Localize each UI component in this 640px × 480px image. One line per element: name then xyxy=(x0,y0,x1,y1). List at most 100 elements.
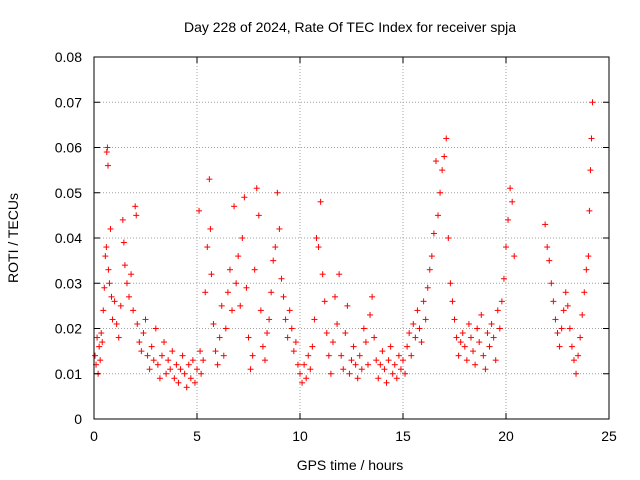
data-point xyxy=(183,384,190,391)
data-point xyxy=(259,343,266,350)
data-point xyxy=(181,370,188,377)
data-point xyxy=(253,185,260,192)
data-point xyxy=(371,334,378,341)
x-tick-label: 5 xyxy=(193,428,201,444)
data-point xyxy=(383,379,390,386)
data-point xyxy=(418,339,425,346)
data-point xyxy=(123,280,130,287)
data-point xyxy=(235,253,242,260)
data-point xyxy=(148,343,155,350)
data-point xyxy=(402,370,409,377)
data-point xyxy=(455,352,462,359)
data-point xyxy=(134,320,141,327)
data-point xyxy=(121,262,128,269)
data-point xyxy=(558,325,565,332)
data-point xyxy=(276,225,283,232)
data-point xyxy=(257,307,264,314)
data-point xyxy=(268,289,275,296)
data-point xyxy=(290,348,297,355)
data-point xyxy=(482,366,489,373)
data-point xyxy=(119,216,126,223)
data-point xyxy=(146,366,153,373)
data-point xyxy=(416,325,423,332)
data-point xyxy=(132,203,139,210)
data-point xyxy=(315,244,322,251)
data-point xyxy=(294,361,301,368)
data-point xyxy=(210,320,217,327)
data-point xyxy=(544,244,551,251)
data-point xyxy=(568,343,575,350)
data-point xyxy=(360,325,367,332)
data-point xyxy=(459,330,466,337)
data-point xyxy=(348,357,355,364)
data-point xyxy=(408,352,415,359)
data-point xyxy=(451,316,458,323)
chart-title: Day 228 of 2024, Rate Of TEC Index for r… xyxy=(184,19,516,35)
data-point xyxy=(507,185,514,192)
data-point xyxy=(161,339,168,346)
data-point xyxy=(488,320,495,327)
data-point xyxy=(472,361,479,368)
data-point xyxy=(167,366,174,373)
data-point xyxy=(552,316,559,323)
y-tick-label: 0.01 xyxy=(55,366,82,382)
data-point xyxy=(350,343,357,350)
data-point xyxy=(422,316,429,323)
data-point xyxy=(334,320,341,327)
data-point xyxy=(585,253,592,260)
data-point xyxy=(171,375,178,382)
data-point xyxy=(111,298,118,305)
data-point xyxy=(128,271,135,278)
data-point xyxy=(108,293,115,300)
data-point xyxy=(136,339,143,346)
data-point xyxy=(226,266,233,273)
data-point xyxy=(406,330,413,337)
y-tick-label: 0.02 xyxy=(55,321,82,337)
y-tick-label: 0.08 xyxy=(55,49,82,65)
data-point xyxy=(218,302,225,309)
data-point xyxy=(319,271,326,278)
data-point xyxy=(297,370,303,377)
data-point xyxy=(251,266,258,273)
data-point xyxy=(498,298,505,305)
data-point xyxy=(373,357,380,364)
grid-lines xyxy=(94,57,609,419)
data-point xyxy=(200,357,207,364)
data-point xyxy=(150,357,157,364)
y-tick-label: 0.03 xyxy=(55,275,82,291)
data-point xyxy=(566,325,573,332)
data-point xyxy=(554,330,561,337)
data-point xyxy=(299,379,306,386)
data-point xyxy=(179,352,186,359)
data-point xyxy=(282,316,289,323)
data-point xyxy=(412,334,419,341)
data-point xyxy=(465,320,472,327)
data-point xyxy=(113,320,120,327)
data-point xyxy=(548,280,555,287)
y-tick-label: 0 xyxy=(74,411,82,427)
data-point xyxy=(476,339,483,346)
data-point xyxy=(140,330,147,337)
y-tick-label: 0.04 xyxy=(55,230,82,246)
data-point xyxy=(109,316,116,323)
data-point xyxy=(94,334,101,341)
data-point xyxy=(344,302,351,309)
data-point xyxy=(445,235,452,241)
data-point xyxy=(272,244,279,251)
data-point xyxy=(241,194,248,201)
data-point xyxy=(255,212,262,219)
data-point xyxy=(391,361,398,368)
data-point xyxy=(97,357,104,364)
data-point xyxy=(233,280,240,287)
data-point xyxy=(231,203,238,210)
data-point xyxy=(389,370,396,377)
data-point xyxy=(198,370,205,377)
data-point xyxy=(356,352,363,359)
data-point xyxy=(133,212,140,219)
data-point xyxy=(492,357,499,364)
data-point xyxy=(397,366,404,373)
data-point xyxy=(189,357,196,364)
data-point xyxy=(332,293,339,300)
data-point xyxy=(420,298,427,305)
data-point xyxy=(305,352,312,359)
